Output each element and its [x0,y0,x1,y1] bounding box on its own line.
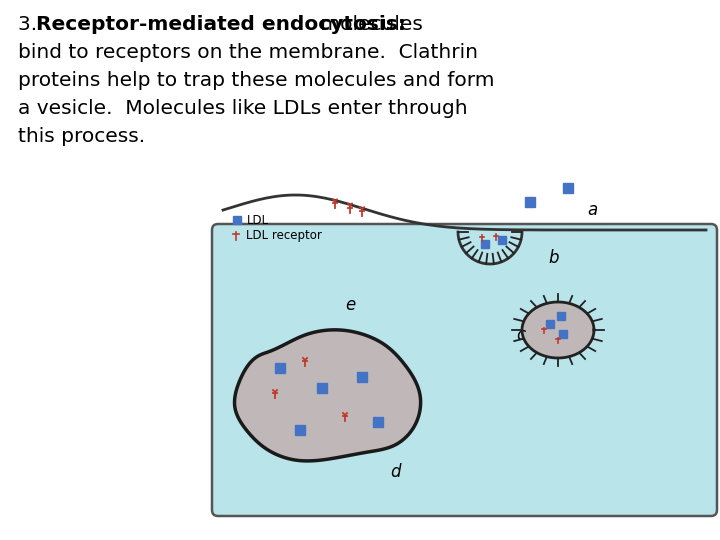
Text: b: b [548,249,559,267]
Text: proteins help to trap these molecules and form: proteins help to trap these molecules an… [18,71,495,90]
Text: 3.: 3. [18,15,43,34]
Text: Receptor-mediated endocytosis:: Receptor-mediated endocytosis: [36,15,406,34]
Text: bind to receptors on the membrane.  Clathrin: bind to receptors on the membrane. Clath… [18,43,478,62]
Text: d: d [390,463,400,481]
Polygon shape [235,330,420,461]
Text: LDL receptor: LDL receptor [246,230,322,242]
FancyBboxPatch shape [212,224,717,516]
Text: e: e [345,296,355,314]
Text: LDL: LDL [247,213,269,226]
Text: a: a [587,201,598,219]
Text: a vesicle.  Molecules like LDLs enter through: a vesicle. Molecules like LDLs enter thr… [18,99,467,118]
Text: molecules: molecules [314,15,423,34]
Text: this process.: this process. [18,127,145,146]
Polygon shape [522,302,594,358]
Text: c: c [516,326,525,344]
